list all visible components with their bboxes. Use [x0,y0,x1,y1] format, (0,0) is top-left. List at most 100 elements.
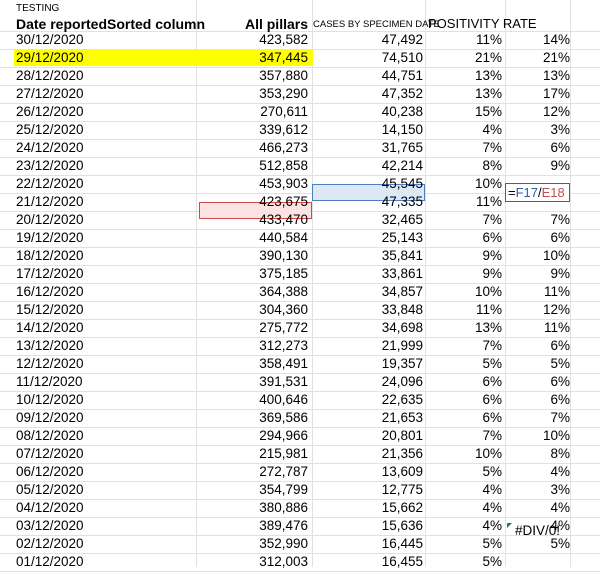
positivity-rate-alt-cell[interactable]: 3% [550,482,570,497]
formula-ref-f17-highlight[interactable] [312,184,425,201]
all-pillars-cell[interactable]: 453,903 [259,176,308,191]
all-pillars-cell[interactable]: 272,787 [259,464,308,479]
positivity-rate-cell[interactable]: 4% [482,500,502,515]
positivity-rate-alt-cell[interactable]: 5% [550,536,570,551]
error-indicator-icon[interactable] [507,523,512,528]
cases-cell[interactable]: 34,698 [381,320,423,335]
positivity-rate-cell[interactable]: 9% [482,266,502,281]
positivity-rate-alt-cell[interactable]: 8% [550,446,570,461]
cell-formula[interactable]: =F17/E18 [508,184,565,201]
date-cell[interactable]: 01/12/2020 [16,554,84,569]
date-cell[interactable]: 16/12/2020 [16,284,84,299]
all-pillars-cell[interactable]: 423,675 [259,194,308,209]
positivity-rate-cell[interactable]: 10% [474,446,502,461]
editing-cell[interactable] [505,183,570,202]
positivity-rate-cell[interactable]: 4% [482,122,502,137]
header-all-pillars[interactable]: All pillars [244,16,308,32]
date-cell[interactable]: 14/12/2020 [16,320,84,335]
positivity-rate-cell[interactable]: 11% [475,194,502,209]
date-cell[interactable]: 13/12/2020 [16,338,84,353]
all-pillars-cell[interactable]: 294,966 [259,428,308,443]
positivity-rate-cell[interactable]: 5% [482,464,502,479]
date-cell[interactable]: 28/12/2020 [16,68,84,83]
cases-cell[interactable]: 42,214 [381,158,423,173]
positivity-rate-alt-cell[interactable]: 7% [550,212,570,227]
all-pillars-cell[interactable]: 423,582 [259,32,308,47]
positivity-rate-alt-cell[interactable]: 12% [542,302,570,317]
positivity-rate-cell[interactable]: 5% [482,536,502,551]
positivity-rate-cell[interactable]: 6% [482,230,502,245]
cases-cell[interactable]: 21,999 [381,338,423,353]
cases-cell[interactable]: 44,751 [381,68,423,83]
positivity-rate-alt-cell[interactable]: 10% [542,428,570,443]
cases-cell[interactable]: 14,150 [381,122,423,137]
cases-cell[interactable]: 13,609 [381,464,423,479]
all-pillars-cell[interactable]: 391,531 [259,374,308,389]
positivity-rate-alt-cell[interactable]: 4% [550,500,570,515]
date-cell[interactable]: 02/12/2020 [16,536,84,551]
date-cell[interactable]: 22/12/2020 [16,176,84,191]
error-cell[interactable]: #DIV/0! [515,523,561,538]
all-pillars-cell[interactable]: 466,273 [259,140,308,155]
date-cell[interactable]: 26/12/2020 [16,104,84,119]
date-cell[interactable]: 30/12/2020 [16,32,84,47]
positivity-rate-alt-cell[interactable]: 4% [550,518,570,533]
cases-cell[interactable]: 45,545 [381,176,423,191]
cases-cell[interactable]: 24,096 [381,374,423,389]
positivity-rate-cell[interactable]: 13% [474,86,502,101]
date-cell[interactable]: 11/12/2020 [16,374,83,389]
cases-cell[interactable]: 31,765 [381,140,423,155]
formula-ref-e18-highlight[interactable] [199,202,312,219]
cases-cell[interactable]: 40,238 [381,104,423,119]
date-cell[interactable]: 21/12/2020 [16,194,84,209]
cases-cell[interactable]: 47,492 [381,32,423,47]
positivity-rate-cell[interactable]: 11% [475,302,502,317]
date-cell[interactable]: 20/12/2020 [16,212,84,227]
cases-cell[interactable]: 33,861 [381,266,423,281]
cases-cell[interactable]: 47,335 [381,194,423,209]
positivity-rate-cell[interactable]: 6% [482,374,502,389]
date-cell[interactable]: 29/12/2020 [16,50,84,65]
positivity-rate-alt-cell[interactable]: 5% [550,356,570,371]
cases-cell[interactable]: 16,445 [381,536,423,551]
all-pillars-cell[interactable]: 215,981 [259,446,308,461]
date-cell[interactable]: 15/12/2020 [16,302,84,317]
date-cell[interactable]: 25/12/2020 [16,122,84,137]
all-pillars-cell[interactable]: 270,611 [260,104,308,119]
cases-cell[interactable]: 25,143 [381,230,423,245]
date-cell[interactable]: 03/12/2020 [16,518,84,533]
all-pillars-cell[interactable]: 375,185 [259,266,308,281]
positivity-rate-cell[interactable]: 7% [482,140,502,155]
positivity-rate-alt-cell[interactable]: 6% [550,374,570,389]
all-pillars-cell[interactable]: 312,003 [259,554,308,569]
all-pillars-cell[interactable]: 380,886 [259,500,308,515]
date-cell[interactable]: 18/12/2020 [16,248,84,263]
cases-cell[interactable]: 12,775 [381,482,423,497]
positivity-rate-cell[interactable]: 5% [482,554,502,569]
positivity-rate-cell[interactable]: 13% [474,320,502,335]
cases-cell[interactable]: 15,636 [381,518,423,533]
all-pillars-cell[interactable]: 364,388 [259,284,308,299]
cases-cell[interactable]: 74,510 [381,50,423,65]
all-pillars-cell[interactable]: 512,858 [259,158,308,173]
positivity-rate-cell[interactable]: 21% [474,50,502,65]
date-cell[interactable]: 27/12/2020 [16,86,84,101]
date-cell[interactable]: 17/12/2020 [16,266,84,281]
cases-cell[interactable]: 21,356 [381,446,423,461]
all-pillars-cell[interactable]: 347,445 [259,50,308,65]
positivity-rate-cell[interactable]: 7% [482,338,502,353]
cases-cell[interactable]: 22,635 [381,392,423,407]
positivity-rate-alt-cell[interactable]: 17% [542,86,570,101]
positivity-rate-cell[interactable]: 6% [482,392,502,407]
all-pillars-cell[interactable]: 433,470 [259,212,308,227]
positivity-rate-alt-cell[interactable]: 6% [550,338,570,353]
positivity-rate-cell[interactable]: 11% [475,32,502,47]
positivity-rate-alt-cell[interactable]: 11% [543,320,570,335]
all-pillars-cell[interactable]: 440,584 [259,230,308,245]
date-cell[interactable]: 07/12/2020 [16,446,84,461]
header-positivity-rate[interactable]: POSITIVITY RATE [428,16,537,31]
positivity-rate-alt-cell[interactable]: 4% [550,464,570,479]
all-pillars-cell[interactable]: 304,360 [259,302,308,317]
positivity-rate-cell[interactable]: 10% [474,176,502,191]
